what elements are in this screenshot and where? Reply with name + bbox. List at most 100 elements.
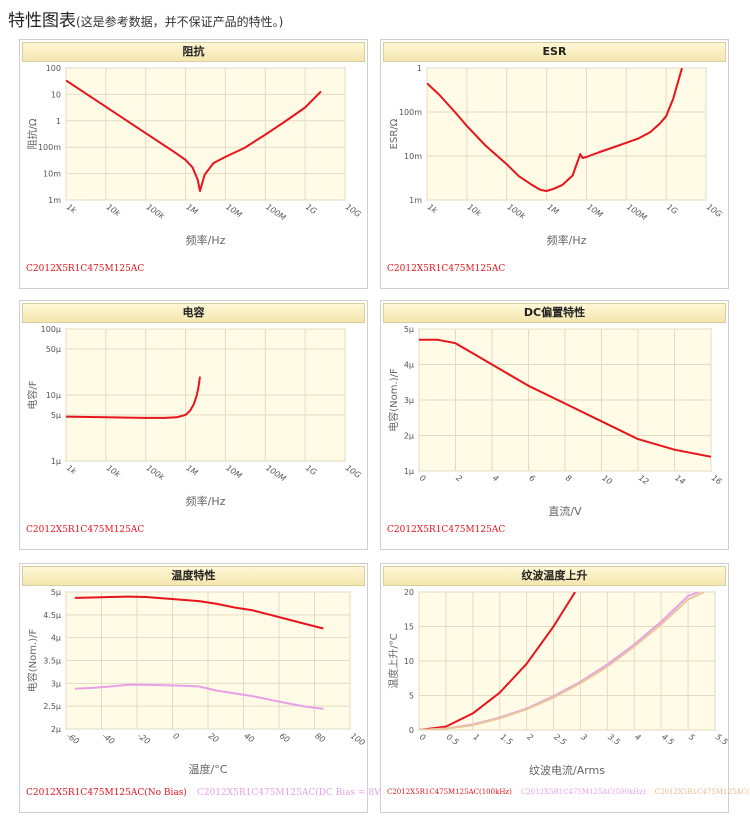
x-tick-label: 100k bbox=[506, 202, 528, 221]
y-tick-label: 5µ bbox=[51, 588, 61, 597]
x-tick-label: 100 bbox=[349, 731, 367, 747]
x-axis-label: 纹波电流/Arms bbox=[529, 763, 605, 777]
chart-panel-dc-bias: DC偏置特性 0 2 4 6 8 10 12 14 16 1µ 2µ 3µ 4µ 5µ 直流/V 电容(Nom… bbox=[380, 300, 729, 550]
x-tick-label: 4 bbox=[491, 473, 500, 483]
x-tick-label: 8 bbox=[564, 473, 573, 483]
y-axis-label: 电容(Nom.)/F bbox=[26, 629, 39, 693]
x-tick-label: 1k bbox=[65, 202, 78, 215]
x-tick-label: 100M bbox=[264, 463, 287, 483]
chart-legend: C2012X5R1C475M125AC bbox=[26, 525, 154, 535]
chart-panel-capacitance: 电容 1k 10k 100k 1M 10M 100M 1G 10G 1µ 5µ 10µ 50µ 100µ… bbox=[19, 300, 368, 550]
panel-title: 电容 bbox=[22, 303, 365, 323]
plot-area bbox=[65, 67, 346, 201]
x-axis-label: 频率/Hz bbox=[186, 494, 226, 508]
panel-title: 温度特性 bbox=[22, 566, 365, 586]
series-line bbox=[427, 68, 683, 192]
x-tick-label: 1G bbox=[304, 202, 318, 216]
chart-legend: C2012X5R1C475M125AC bbox=[387, 264, 515, 274]
x-tick-label: -20 bbox=[136, 731, 152, 746]
page-title: 特性图表(这是参考数据，并不保证产品的特性。) bbox=[8, 6, 283, 31]
x-tick-label: 100k bbox=[145, 463, 167, 482]
x-tick-label: 10G bbox=[344, 202, 363, 219]
y-tick-label: 3.5µ bbox=[43, 657, 61, 666]
chart-legend: C2012X5R1C475M125AC bbox=[26, 264, 154, 274]
y-tick-label: 4µ bbox=[404, 361, 414, 370]
series-line bbox=[419, 338, 711, 458]
x-tick-label: 5 bbox=[687, 732, 696, 742]
legend-item: C2012X5R1C475M125AC(No Bias) bbox=[26, 788, 187, 798]
x-tick-label: 12 bbox=[637, 473, 651, 486]
x-tick-label: 1M bbox=[184, 463, 199, 477]
ripple-chart: 0 0.5 1 1.5 2 2.5 3 3.5 4 4.5 5 5.5 0 5 10 15 20 纹波电流/Arm… bbox=[387, 588, 728, 777]
temperature-chart: -60 -40 -20 0 20 40 60 80 100 2µ 2.5µ 3µ 3.5µ 4µ 4.5µ 5… bbox=[26, 588, 367, 776]
x-tick-label: 1G bbox=[665, 202, 679, 216]
series-line bbox=[74, 595, 324, 630]
x-tick-label: 60 bbox=[278, 731, 292, 744]
x-tick-label: 14 bbox=[673, 473, 687, 486]
y-tick-label: 2µ bbox=[51, 725, 61, 734]
y-tick-label: 4.5µ bbox=[43, 611, 61, 620]
x-tick-label: 1G bbox=[304, 463, 318, 477]
x-tick-label: 1M bbox=[184, 202, 199, 216]
panel-title: 纹波温度上升 bbox=[383, 566, 726, 586]
x-tick-label: 1k bbox=[65, 463, 78, 476]
x-tick-label: -40 bbox=[100, 731, 116, 746]
x-tick-label: 16 bbox=[710, 473, 724, 486]
x-tick-label: 0 bbox=[171, 731, 180, 741]
chart-legend: C2012X5R1C475M125AC(100kHz) C2012X5R1C475… bbox=[387, 788, 750, 796]
legend-item: C2012X5R1C475M125AC(1MHz) bbox=[654, 788, 750, 796]
x-tick-label: 10k bbox=[105, 463, 123, 479]
x-tick-label: 4 bbox=[633, 732, 642, 742]
y-tick-label: 10 bbox=[404, 657, 414, 666]
page-subtitle: (这是参考数据，并不保证产品的特性。) bbox=[76, 15, 284, 29]
x-tick-label: 2 bbox=[454, 473, 463, 483]
x-axis-label: 直流/V bbox=[548, 504, 582, 518]
x-tick-label: 10k bbox=[105, 202, 123, 218]
legend-item: C2012X5R1C475M125AC(100kHz) bbox=[387, 788, 512, 796]
series-line bbox=[419, 592, 705, 730]
x-tick-label: 10M bbox=[224, 463, 243, 480]
y-axis-label: ESR/Ω bbox=[389, 118, 400, 149]
capacitance-chart: 1k 10k 100k 1M 10M 100M 1G 10G 1µ 5µ 10µ 50µ 100µ 频率/… bbox=[26, 325, 363, 508]
y-tick-label: 10m bbox=[404, 152, 422, 161]
x-tick-label: 100k bbox=[145, 202, 167, 221]
y-axis-label: 阻抗/Ω bbox=[26, 118, 39, 149]
y-tick-label: 2.5µ bbox=[43, 702, 61, 711]
x-tick-label: 10M bbox=[585, 202, 604, 219]
chart-panel-temperature: 温度特性 -60 -40 -20 0 20 40 60 80 100 2µ 2.5µ 3µ 3.5µ 4µ… bbox=[19, 563, 387, 813]
y-tick-label: 1m bbox=[48, 196, 61, 205]
x-axis-label: 温度/°C bbox=[189, 762, 228, 776]
x-axis-label: 频率/Hz bbox=[186, 233, 226, 247]
x-tick-label: 10G bbox=[705, 202, 724, 219]
y-tick-label: 1m bbox=[409, 196, 422, 205]
x-tick-label: 0 bbox=[418, 732, 427, 742]
y-tick-label: 100m bbox=[38, 143, 61, 152]
x-tick-label: 2 bbox=[525, 732, 534, 742]
y-tick-label: 2µ bbox=[404, 432, 414, 441]
x-tick-label: 10G bbox=[344, 463, 363, 480]
y-tick-label: 10 bbox=[51, 90, 61, 99]
x-tick-label: 1.5 bbox=[499, 732, 515, 747]
y-tick-label: 10µ bbox=[46, 391, 61, 400]
y-tick-label: 3µ bbox=[404, 396, 414, 405]
x-tick-label: -60 bbox=[65, 731, 81, 746]
chart-panel-ripple: 纹波温度上升 0 0.5 1 1.5 2 2.5 3 3.5 4 4.5 5 5.5 0 5 10 15 20 纹… bbox=[380, 563, 750, 813]
esr-chart: 1k 10k 100k 1M 10M 100M 1G 10G 1m 10m 100m 1 频率/Hz ES… bbox=[389, 64, 724, 247]
x-tick-label: 1k bbox=[426, 202, 439, 215]
y-tick-label: 100µ bbox=[41, 325, 61, 334]
y-tick-label: 0 bbox=[409, 726, 414, 735]
x-tick-label: 3.5 bbox=[606, 732, 622, 747]
x-tick-label: 0.5 bbox=[445, 732, 461, 747]
x-tick-label: 0 bbox=[418, 473, 427, 483]
y-tick-label: 1µ bbox=[51, 457, 61, 466]
y-tick-label: 5µ bbox=[404, 325, 414, 334]
x-tick-label: 100M bbox=[264, 202, 287, 222]
series-line bbox=[74, 683, 324, 710]
x-tick-label: 10k bbox=[466, 202, 484, 218]
y-axis-label: 电容(Nom.)/F bbox=[387, 368, 400, 432]
x-tick-label: 1 bbox=[472, 732, 481, 742]
series-line bbox=[66, 376, 201, 419]
y-tick-label: 5µ bbox=[51, 411, 61, 420]
x-tick-label: 1M bbox=[545, 202, 560, 216]
y-tick-label: 20 bbox=[404, 588, 414, 597]
